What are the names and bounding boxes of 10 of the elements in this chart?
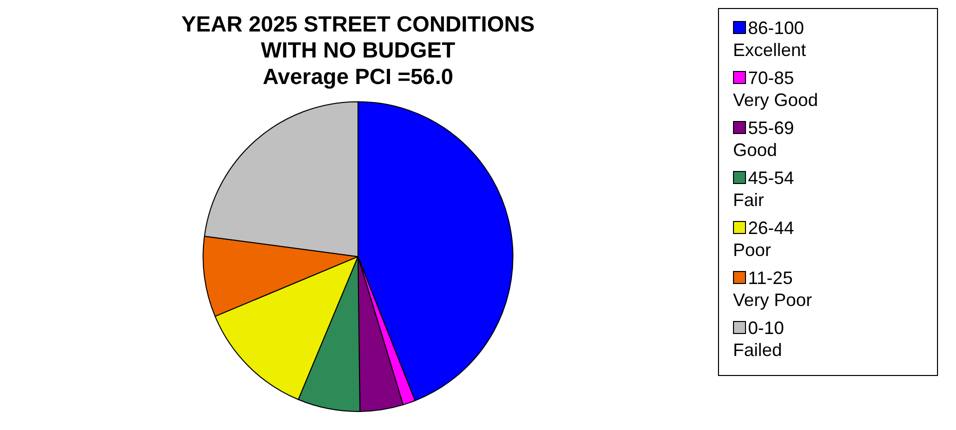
legend-label: 11-25 Very Poor (733, 268, 812, 310)
legend-label: 55-69 Good (733, 118, 794, 160)
legend-label: 45-54 Fair (733, 168, 794, 210)
legend-label: 0-10 Failed (733, 318, 784, 360)
legend-label: 86-100 Excellent (733, 18, 806, 60)
text: YEAR 2025 STREET CONDITIONS (181, 11, 535, 36)
text: Average PCI =56.0 (262, 64, 454, 90)
legend-label: 70-85 Very Good (733, 68, 818, 110)
text: WITH NO BUDGET (260, 38, 456, 63)
legend-label: 26-44 Poor (733, 218, 794, 260)
